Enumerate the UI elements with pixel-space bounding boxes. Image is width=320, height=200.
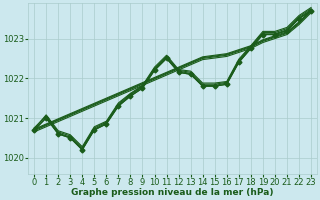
X-axis label: Graphe pression niveau de la mer (hPa): Graphe pression niveau de la mer (hPa) bbox=[71, 188, 274, 197]
